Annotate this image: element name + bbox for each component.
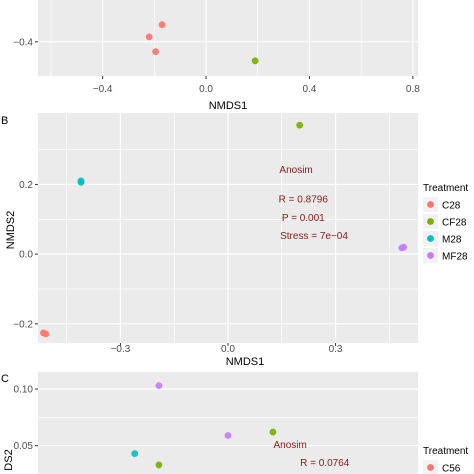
panel-c-y-axis: 0.05 0.10 bbox=[14, 385, 38, 452]
panel-b-annotation: P = 0.001 bbox=[282, 213, 325, 224]
panel-a-x-axis: −0.4 0.0 0.4 0.8 bbox=[93, 76, 420, 95]
panel-c-annotation: R = 0.0764 bbox=[300, 458, 350, 469]
panel-b-legend-label: CF28 bbox=[442, 218, 467, 229]
panel-c-annotation: Anosim bbox=[274, 440, 307, 451]
panel-c-legend-swatch bbox=[427, 464, 434, 471]
panel-a-point bbox=[158, 21, 166, 29]
panel-b-x-tick-label: 0.0 bbox=[221, 344, 235, 355]
panel-b-y-tick-label: −0.2 bbox=[13, 319, 33, 330]
panel-b-grid bbox=[38, 113, 418, 343]
panel-c: C Anosim R = 0.0764 0.05 0.10 DS2 Treatmen… bbox=[1, 372, 468, 474]
panel-a-plot-background bbox=[38, 0, 418, 76]
panel-c-annotations: Anosim R = 0.0764 bbox=[274, 440, 350, 469]
panel-b-legend-swatch bbox=[427, 201, 434, 208]
panel-c-y-tick-label: 0.05 bbox=[14, 441, 34, 452]
panel-a-y-tick-label: −0.4 bbox=[13, 37, 33, 48]
panel-a-x-tick-label: 0.4 bbox=[302, 84, 316, 95]
panel-b-y-tick-label: 0.0 bbox=[19, 250, 33, 261]
panel-b-x-tick-label: −0.3 bbox=[111, 344, 131, 355]
panel-c-plot-background bbox=[38, 372, 418, 474]
panel-c-point bbox=[269, 428, 277, 436]
panel-c-point bbox=[224, 432, 232, 439]
panel-c-legend-label: C56 bbox=[442, 464, 461, 474]
panel-b-x-tick-label: 0.3 bbox=[329, 344, 343, 355]
panel-b-point bbox=[398, 244, 406, 252]
panel-c-point bbox=[155, 461, 163, 469]
panel-c-point bbox=[155, 382, 163, 389]
panel-c-y-tick-label: 0.10 bbox=[14, 385, 34, 396]
panel-a-point bbox=[251, 57, 259, 65]
panel-b-x-axis: −0.3 0.0 0.3 bbox=[111, 343, 343, 355]
panel-b-label: B bbox=[1, 115, 8, 127]
panel-b-point bbox=[296, 121, 304, 129]
panel-a-point bbox=[145, 33, 153, 41]
panel-b-y-tick-label: 0.2 bbox=[19, 180, 33, 191]
panel-b-legend-swatch bbox=[427, 252, 434, 259]
panel-c-point bbox=[131, 450, 139, 457]
panel-b-annotation: Anosim bbox=[279, 165, 312, 176]
panel-a-x-tick-label: 0.8 bbox=[406, 84, 420, 95]
panel-c-label: C bbox=[1, 373, 9, 385]
panel-b-legend-label: M28 bbox=[442, 235, 462, 246]
panel-c-y-axis-title: DS2 bbox=[3, 449, 15, 470]
panel-b-x-axis-title: NMDS1 bbox=[226, 356, 265, 368]
panel-b-legend: Treatment C28 CF28 M28 MF28 bbox=[423, 183, 468, 263]
panel-a-point bbox=[152, 48, 160, 56]
panel-a-points bbox=[145, 21, 259, 65]
panel-b-legend-title: Treatment bbox=[423, 183, 468, 194]
panel-b-annotation: R = 0.8796 bbox=[279, 195, 329, 206]
panel-b-legend-swatch bbox=[427, 218, 434, 225]
panel-b-legend-label: C28 bbox=[442, 201, 461, 212]
panel-a-y-axis: −0.4 bbox=[13, 37, 38, 48]
panel-b-y-axis-title: NMDS2 bbox=[5, 211, 17, 250]
panel-b-legend-label: MF28 bbox=[442, 252, 468, 263]
panel-c-grid bbox=[38, 388, 418, 474]
panel-b: B Anosim R = 0.8796 P = 0.001 Stress = 7e−0… bbox=[1, 113, 468, 368]
panel-b-points bbox=[39, 121, 408, 338]
panel-b-annotations: Anosim R = 0.8796 P = 0.001 Stress = 7e−04 bbox=[279, 165, 349, 242]
panel-c-legend: Treatment C56 bbox=[423, 446, 468, 474]
panel-c-points bbox=[131, 382, 277, 469]
panel-a-x-tick-label: −0.4 bbox=[93, 84, 113, 95]
panel-b-annotation: Stress = 7e−04 bbox=[280, 231, 348, 242]
panel-b-legend-swatch bbox=[427, 235, 434, 242]
panel-a-grid bbox=[38, 0, 418, 76]
panel-a: −0.4 −0.4 0.0 0.4 0.8 NMDS1 bbox=[13, 0, 420, 112]
panel-b-point bbox=[77, 178, 85, 186]
panel-b-point bbox=[42, 330, 50, 338]
panel-a-x-axis-title: NMDS1 bbox=[209, 100, 248, 112]
panel-b-y-axis: −0.2 0.0 0.2 bbox=[13, 180, 38, 330]
panel-c-legend-title: Treatment bbox=[423, 446, 468, 457]
panel-a-x-tick-label: 0.0 bbox=[199, 84, 213, 95]
